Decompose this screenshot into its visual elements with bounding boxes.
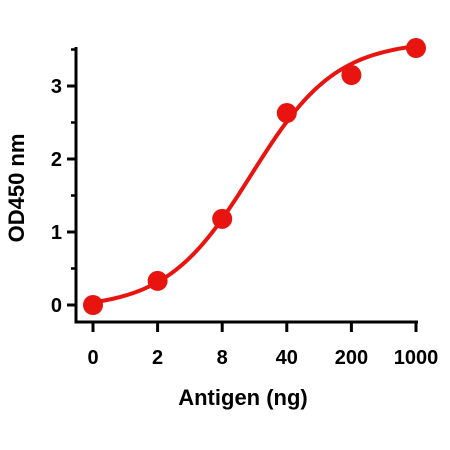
data-point bbox=[406, 38, 426, 59]
tick-labels-layer: 0 1 2 3 0 2 8 40 200 1000 bbox=[51, 76, 438, 369]
data-point bbox=[212, 208, 233, 229]
y-tick-label: 2 bbox=[51, 149, 62, 171]
x-axis-title: Antigen (ng) bbox=[178, 385, 308, 410]
y-tick-label: 0 bbox=[51, 295, 62, 317]
y-axis-title: OD450 nm bbox=[4, 134, 29, 243]
y-tick-label: 1 bbox=[51, 222, 62, 244]
data-points-layer bbox=[83, 38, 426, 315]
data-point bbox=[341, 65, 362, 86]
fit-curve-layer bbox=[91, 44, 418, 306]
data-point bbox=[83, 295, 103, 315]
x-tick-label: 1000 bbox=[394, 347, 439, 369]
x-tick-label: 2 bbox=[152, 347, 163, 369]
y-tick-label: 3 bbox=[51, 76, 62, 98]
x-tick-label: 8 bbox=[217, 347, 228, 369]
x-tick-label: 40 bbox=[276, 347, 298, 369]
x-tick-label: 0 bbox=[87, 347, 98, 369]
axes bbox=[67, 47, 418, 332]
fit-curve bbox=[91, 44, 418, 306]
data-point bbox=[147, 270, 168, 291]
data-point bbox=[276, 103, 297, 124]
x-tick-label: 200 bbox=[335, 347, 368, 369]
